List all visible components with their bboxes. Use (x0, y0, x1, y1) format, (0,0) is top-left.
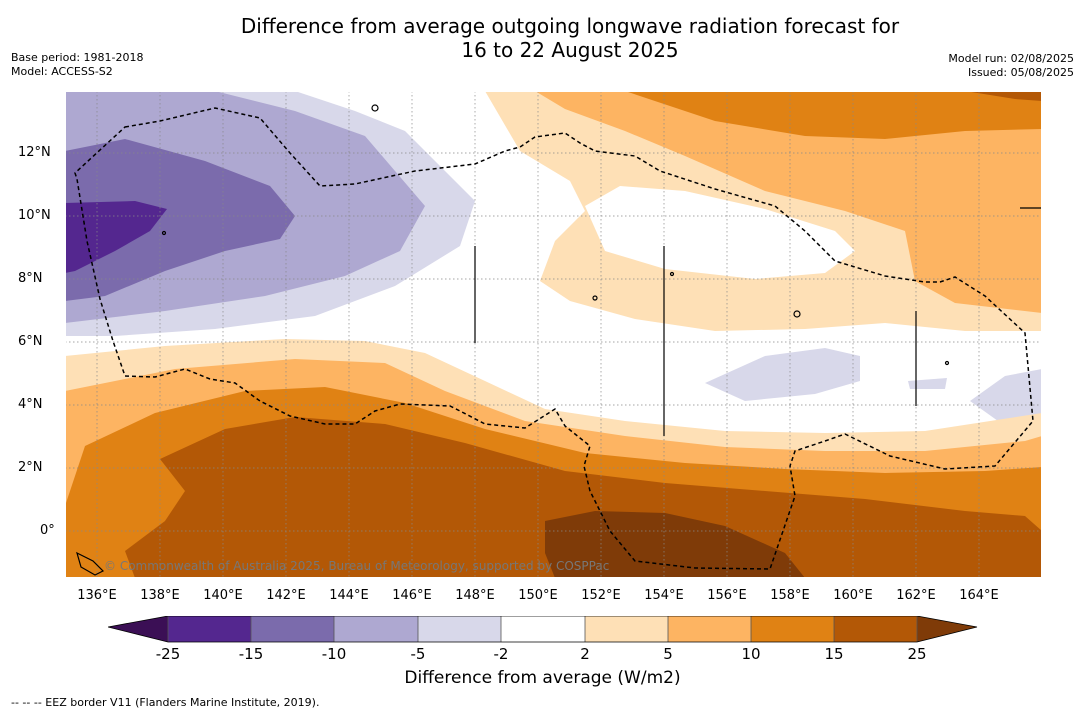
anomaly-patch-minus2-small (908, 378, 947, 389)
colorbar-swatch-5 (501, 616, 585, 642)
lat-label-6n: 6°N (18, 334, 43, 349)
base-period-text: Base period: 1981-2018 (11, 51, 144, 64)
colorbar-tick-minus15: -15 (238, 645, 264, 663)
lon-label-156e: 156°E (707, 588, 747, 603)
lon-label-148e: 148°E (455, 588, 495, 603)
anomaly-band-plus5-northeast (535, 91, 1042, 313)
copyright-credit: © Commonwealth of Australia 2025, Bureau… (104, 559, 610, 573)
lon-label-140e: 140°E (203, 588, 243, 603)
colorbar-swatch-9 (834, 616, 917, 642)
olr-anomaly-map (65, 91, 1042, 578)
lon-label-158e: 158°E (770, 588, 810, 603)
lon-label-152e: 152°E (581, 588, 621, 603)
colorbar-swatch-min-extend (108, 616, 168, 642)
colorbar-tick-15: 15 (824, 645, 844, 663)
lat-label-0: 0° (40, 523, 55, 538)
eez-border (74, 107, 1034, 570)
colorbar-tick-25: 25 (907, 645, 927, 663)
colorbar-separators (167, 616, 918, 642)
model-run-text: Model run: 02/08/2025 (948, 52, 1074, 65)
colorbar-tick-minus10: -10 (321, 645, 347, 663)
lat-label-12n: 12°N (18, 145, 51, 160)
lat-label-8n: 8°N (18, 271, 43, 286)
model-text: Model: ACCESS-S2 (11, 65, 113, 78)
lat-label-10n: 10°N (18, 208, 51, 223)
colorbar-swatch-3 (334, 616, 418, 642)
meta-right: Model run: 02/08/2025 Issued: 05/08/2025 (948, 52, 1074, 80)
lon-label-144e: 144°E (329, 588, 369, 603)
lat-label-2n: 2°N (18, 460, 43, 475)
colorbar-tick-2: 2 (580, 645, 590, 663)
colorbar-swatch-max-extend (917, 616, 977, 642)
map-title: Difference from average outgoing longwav… (0, 14, 1085, 62)
anomaly-band-plus15-south (125, 417, 1042, 578)
lon-label-164e: 164°E (959, 588, 999, 603)
lon-label-136e: 136°E (77, 588, 117, 603)
colorbar-tick-minus25: -25 (155, 645, 181, 663)
lon-label-160e: 160°E (833, 588, 873, 603)
colorbar-tick-minus5: -5 (410, 645, 426, 663)
anomaly-band-plus10-northeast (625, 91, 1042, 139)
title-line-2: 16 to 22 August 2025 (461, 38, 679, 62)
lon-label-162e: 162°E (896, 588, 936, 603)
anomaly-patch-minus2-east (970, 369, 1042, 431)
anomaly-band-plus25-south (545, 511, 805, 578)
colorbar (108, 616, 978, 643)
colorbar-title: Difference from average (W/m2) (404, 668, 681, 688)
colorbar-swatch-6 (585, 616, 668, 642)
anomaly-band-plus15-northeast (965, 91, 1042, 101)
eez-footnote: -- -- -- EEZ border V11 (Flanders Marine… (11, 696, 320, 709)
title-line-1: Difference from average outgoing longwav… (240, 14, 900, 38)
lon-label-154e: 154°E (644, 588, 684, 603)
colorbar-tick-minus2: -2 (493, 645, 509, 663)
islands-and-markers (76, 104, 1042, 576)
colorbar-tick-10: 10 (741, 645, 761, 663)
lon-label-142e: 142°E (266, 588, 306, 603)
lat-label-4n: 4°N (18, 397, 43, 412)
colorbar-swatch-4 (418, 616, 501, 642)
issued-text: Issued: 05/08/2025 (967, 66, 1074, 79)
north-clear-area (585, 186, 855, 279)
anomaly-patch-minus2-central (705, 348, 860, 401)
colorbar-swatch-1 (168, 616, 251, 642)
colorbar-outline (108, 616, 978, 643)
anomaly-band-minus10 (65, 139, 295, 301)
colorbar-swatch-7 (668, 616, 751, 642)
colorbar-tick-5: 5 (663, 645, 673, 663)
lon-label-138e: 138°E (140, 588, 180, 603)
map-frame (65, 91, 1042, 578)
colorbar-swatch-2 (251, 616, 334, 642)
lon-label-150e: 150°E (518, 588, 558, 603)
colorbar-swatch-8 (751, 616, 834, 642)
map-panel (65, 91, 1042, 578)
lon-label-146e: 146°E (392, 588, 432, 603)
meta-left: Base period: 1981-2018 Model: ACCESS-S2 (11, 51, 143, 79)
